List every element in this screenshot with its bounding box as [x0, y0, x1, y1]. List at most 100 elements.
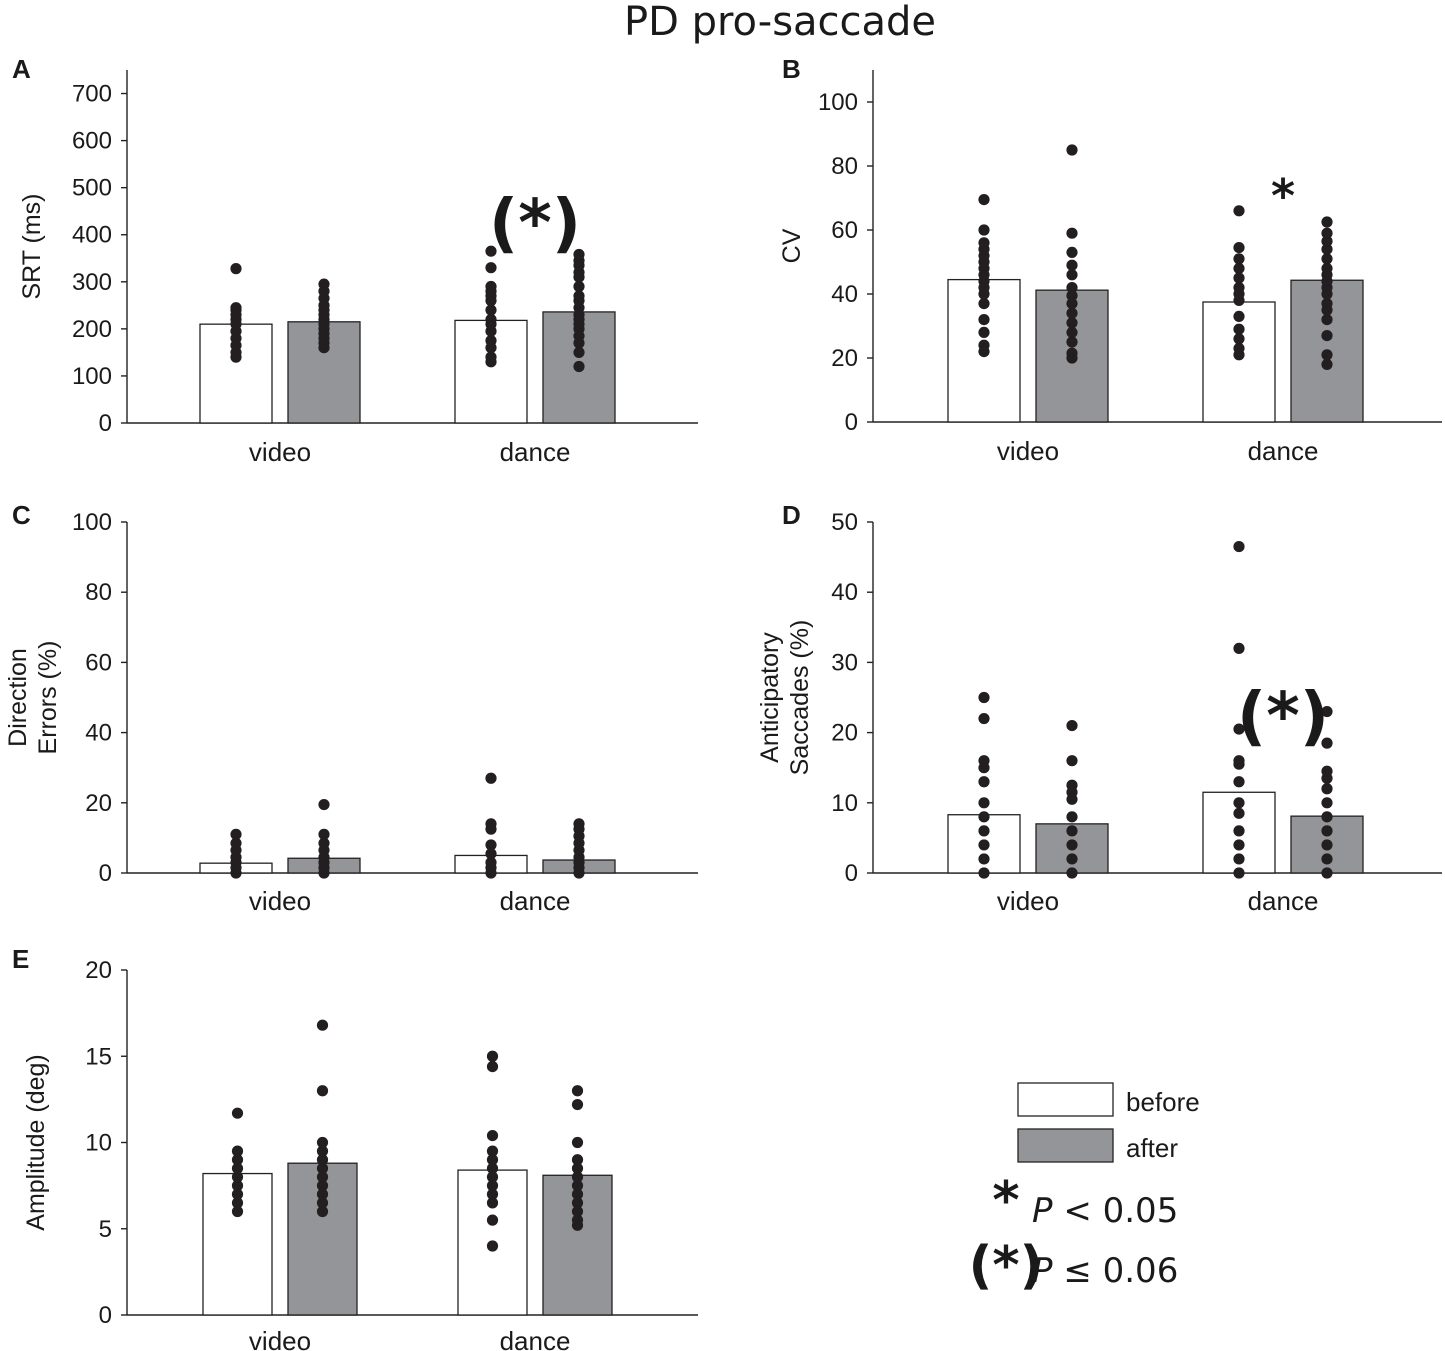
- data-point: [486, 1061, 499, 1073]
- data-point: [571, 1098, 584, 1111]
- significance-key: * P < 0.05 (*) P ≤ 0.06: [969, 1171, 1179, 1296]
- data-point: [230, 263, 242, 275]
- data-point: [571, 1085, 584, 1097]
- data-point: [316, 1145, 329, 1157]
- data-point: [231, 1197, 244, 1209]
- data-point: [1321, 262, 1333, 274]
- data-point: [978, 825, 990, 837]
- data-point: [978, 314, 990, 326]
- data-point: [231, 1188, 244, 1200]
- data-point: [978, 691, 990, 704]
- data-point: [1321, 867, 1333, 879]
- data-point: [485, 304, 497, 316]
- y-axis-label: AnticipatorySaccades (%): [756, 620, 814, 776]
- data-point: [1233, 272, 1245, 284]
- panel-label: A: [12, 54, 31, 84]
- data-point: [486, 1050, 499, 1062]
- y-tick-label: 50: [831, 509, 858, 536]
- y-tick-label: 0: [99, 1302, 112, 1329]
- data-point: [1066, 755, 1078, 767]
- x-category-label: video: [997, 886, 1059, 916]
- data-point: [316, 1019, 329, 1031]
- data-point: [1321, 314, 1333, 326]
- data-point: [230, 837, 242, 849]
- y-tick-label: 10: [831, 790, 858, 817]
- data-point: [1321, 243, 1333, 255]
- y-tick-label: 0: [99, 860, 112, 887]
- y-tick-label: 100: [72, 509, 112, 536]
- legend-label-after: after: [1126, 1133, 1178, 1163]
- data-point: [486, 1130, 499, 1142]
- y-tick-label: 20: [831, 345, 858, 372]
- x-category-label: dance: [500, 437, 571, 467]
- data-point: [1321, 216, 1333, 228]
- data-point: [231, 1154, 244, 1166]
- data-point: [571, 1136, 584, 1149]
- data-point: [1233, 755, 1245, 767]
- data-point: [231, 1180, 244, 1192]
- data-point: [485, 839, 497, 851]
- data-point: [1066, 269, 1078, 281]
- data-point: [1233, 642, 1245, 654]
- key-paren-text: P ≤ 0.06: [1032, 1251, 1178, 1291]
- data-point: [1066, 290, 1078, 302]
- data-point: [978, 776, 990, 788]
- data-point: [231, 1145, 244, 1157]
- x-category-label: dance: [1248, 436, 1319, 466]
- y-tick-label: 200: [72, 316, 112, 343]
- data-point: [1233, 333, 1245, 345]
- y-tick-label: 100: [72, 363, 112, 390]
- data-point: [1066, 307, 1078, 319]
- data-point: [486, 1214, 499, 1226]
- data-point: [486, 1188, 499, 1200]
- data-point: [1233, 205, 1245, 217]
- data-point: [486, 1197, 499, 1209]
- data-point: [1321, 737, 1333, 749]
- data-point: [486, 1162, 499, 1174]
- data-point: [1066, 298, 1078, 310]
- data-point: [318, 837, 330, 849]
- data-point: [1321, 298, 1333, 310]
- data-point: [316, 1136, 329, 1149]
- panel-a: A 0 100 200 300 400 500 600 700 SRT (ms) video danc…: [12, 54, 698, 467]
- y-tick-label: 10: [85, 1130, 112, 1157]
- data-point: [571, 1214, 584, 1226]
- y-axis-label: CV: [778, 228, 806, 263]
- data-point: [1066, 144, 1078, 156]
- panel-c: C 0 20 40 60 80 100 DirectionErrors (%) video dan…: [4, 500, 698, 916]
- data-point: [978, 755, 990, 767]
- legend-label-before: before: [1126, 1087, 1200, 1117]
- data-point: [1066, 867, 1078, 879]
- data-point: [571, 1180, 584, 1192]
- data-point: [1233, 839, 1245, 851]
- data-point: [1321, 825, 1333, 837]
- data-point: [978, 224, 990, 236]
- y-tick-label: 100: [818, 89, 858, 116]
- data-point: [316, 1205, 329, 1218]
- data-point: [485, 280, 497, 293]
- data-point: [1321, 839, 1333, 851]
- data-point: [316, 1171, 329, 1183]
- data-point: [978, 326, 990, 338]
- y-tick-label: 80: [85, 579, 112, 606]
- data-point: [571, 1171, 584, 1183]
- significance-marker: *: [1271, 169, 1295, 223]
- data-point: [1321, 235, 1333, 247]
- data-point: [1066, 259, 1078, 271]
- y-tick-label: 20: [831, 720, 858, 747]
- data-point: [1321, 853, 1333, 865]
- data-point: [1066, 317, 1078, 329]
- data-point: [978, 867, 990, 879]
- legend-swatch-after: [1017, 1128, 1114, 1163]
- data-point: [486, 1240, 499, 1252]
- panel-label: E: [12, 944, 29, 974]
- y-tick-label: 20: [85, 790, 112, 817]
- x-category-label: video: [249, 886, 311, 916]
- data-point: [573, 290, 585, 302]
- y-tick-label: 0: [845, 409, 858, 436]
- y-tick-label: 400: [72, 222, 112, 249]
- y-tick-label: 500: [72, 175, 112, 202]
- y-tick-label: 80: [831, 153, 858, 180]
- data-point: [231, 1205, 244, 1218]
- data-point: [316, 1154, 329, 1166]
